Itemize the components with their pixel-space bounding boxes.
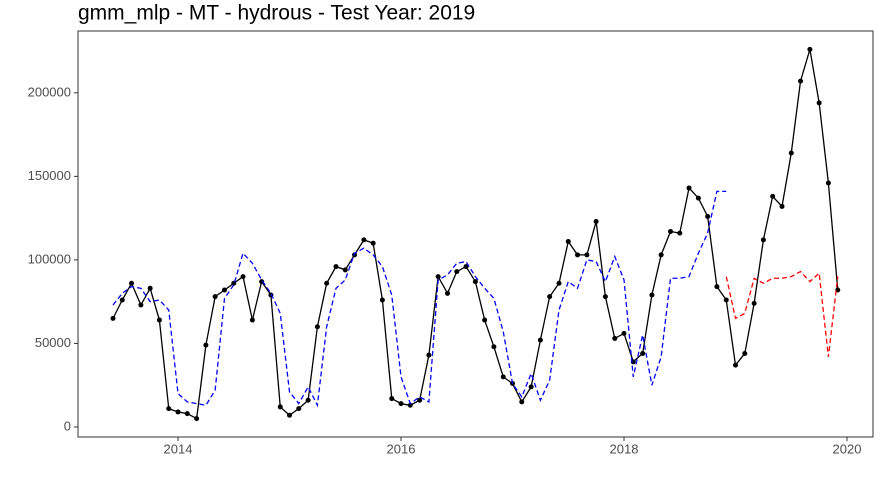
point [305,397,311,403]
point [342,267,348,273]
point [537,337,543,343]
point [129,280,135,286]
point [500,374,506,380]
x-tick-label: 2014 [164,441,193,456]
point [110,315,116,321]
point [379,297,385,303]
point [389,396,395,402]
point [825,180,831,186]
series-line [112,190,727,408]
point [649,292,655,298]
point [417,397,423,403]
point [361,237,367,243]
point [240,274,246,280]
y-tick-label: 200000 [28,84,71,99]
y-tick-label: 100000 [28,251,71,266]
point [705,213,711,219]
point [751,300,757,306]
point [556,280,562,286]
point [621,330,627,336]
point [277,404,283,410]
point [249,317,255,323]
y-tick-label: 150000 [28,168,71,183]
point [547,294,553,300]
point [184,411,190,417]
point [138,302,144,308]
point [723,297,729,303]
point [296,406,302,412]
point [640,350,646,356]
point [435,274,441,280]
point [593,218,599,224]
point [333,264,339,270]
plot-panel [77,30,874,438]
y-tick-label: 0 [64,418,71,433]
point [175,409,181,415]
point [686,185,692,191]
point [733,362,739,368]
chart-title: gmm_mlp - MT - hydrous - Test Year: 2019 [78,2,475,25]
point [779,203,785,209]
point [472,279,478,285]
point [119,297,125,303]
point [602,294,608,300]
y-tick-label: 50000 [35,335,71,350]
point [760,237,766,243]
point [222,287,228,293]
point [426,352,432,358]
point [212,294,218,300]
x-tick-label: 2020 [833,441,862,456]
point [398,401,404,407]
point [445,290,451,296]
point [770,193,776,199]
point [742,350,748,356]
point [668,228,674,234]
point [324,280,330,286]
point [482,317,488,323]
point [194,416,200,422]
point [714,284,720,290]
point [695,195,701,201]
point [491,344,497,350]
point [798,78,804,84]
point [370,240,376,246]
point [528,384,534,390]
point [407,402,413,408]
point [816,100,822,106]
x-tick-label: 2018 [610,441,639,456]
point [156,317,162,323]
point [565,239,571,245]
point [287,412,293,418]
point [575,252,581,258]
point [463,264,469,270]
point [658,252,664,258]
point [519,399,525,405]
point [454,269,460,275]
point [807,46,813,52]
point [166,406,172,412]
point [612,335,618,341]
point [203,342,209,348]
point [677,230,683,236]
x-tick-label: 2016 [387,441,416,456]
point [147,285,153,291]
point [584,252,590,258]
point [314,324,320,330]
series-line [725,270,839,357]
point [788,150,794,156]
